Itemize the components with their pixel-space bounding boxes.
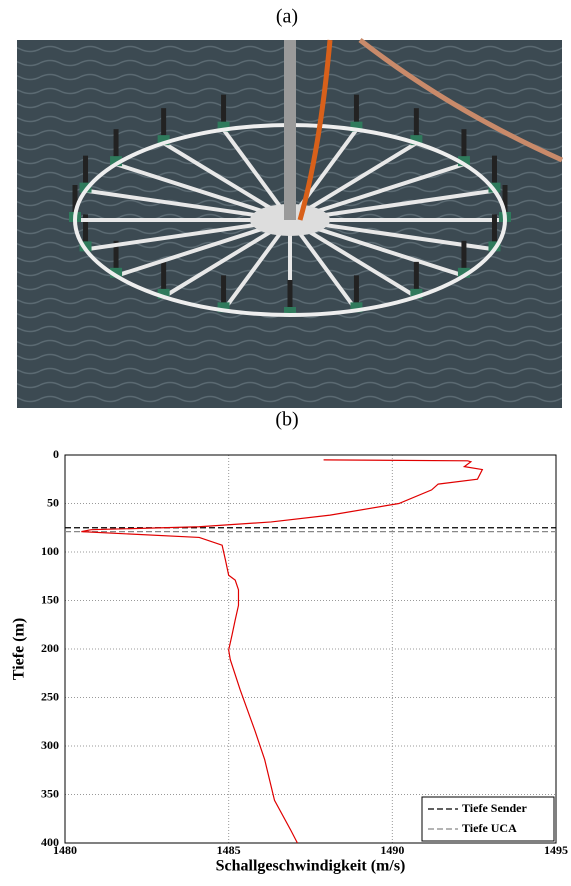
y-tick-label: 300 [41,738,59,752]
x-tick-label: 1485 [217,843,241,857]
y-tick-label: 100 [41,544,59,558]
cable [297,39,333,221]
y-tick-label: 0 [53,447,59,461]
speed-profile [81,459,484,844]
y-tick-label: 250 [41,689,59,703]
sensor [157,288,170,299]
rope [358,38,564,163]
sensor [284,307,296,317]
sensor [157,135,170,146]
legend-label: Tiefe Sender [462,801,527,815]
sensor [457,156,470,167]
legend-label: Tiefe UCA [462,821,517,835]
panel-label: (a) [276,6,298,28]
y-tick-label: 150 [41,592,59,606]
x-tick-label: 1495 [544,843,568,857]
plot-frame [64,454,557,844]
photo [17,38,564,408]
pole [284,40,296,220]
legend-box [421,796,555,842]
x-tick-label: 1490 [380,843,404,857]
sensor [410,135,423,146]
sensor [110,267,123,278]
panel-label: (b) [275,409,298,431]
y-tick-label: 50 [47,495,59,509]
y-tick-label: 400 [41,835,59,849]
y-tick-label: 200 [41,641,59,655]
sensor [457,267,470,278]
x-axis-label: Schallgeschwindigkeit (m/s) [216,858,406,875]
y-tick-label: 350 [41,786,59,800]
y-axis-label: Tiefe (m) [11,618,28,680]
sensor [217,302,230,313]
sensor [410,288,423,299]
sensor [350,121,363,132]
sensor [217,121,230,132]
sensor [110,156,123,167]
x-tick-label: 1480 [53,843,77,857]
sensor [350,302,363,313]
